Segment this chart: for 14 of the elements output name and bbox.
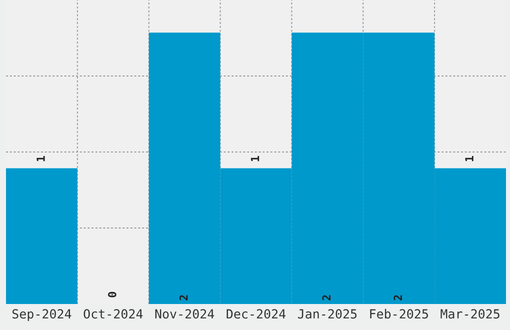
data-label: 0 — [108, 292, 116, 298]
data-label: 1 — [465, 156, 474, 162]
data-label: 2 — [179, 295, 188, 300]
data-label: 2 — [322, 295, 330, 300]
x-tick-label: Mar-2025 — [440, 309, 500, 319]
data-label: 1 — [250, 156, 260, 162]
x-tick-label: Dec-2024 — [226, 309, 286, 319]
data-label: 1 — [36, 156, 45, 162]
x-tick-label: Sep-2024 — [12, 309, 72, 322]
data-label: 2 — [394, 295, 402, 300]
x-tick-label: Jan-2025 — [298, 309, 357, 319]
x-tick-label: Nov-2024 — [155, 309, 214, 319]
x-tick-label: Oct-2024 — [84, 309, 143, 319]
x-tick-label: Feb-2025 — [370, 308, 428, 319]
